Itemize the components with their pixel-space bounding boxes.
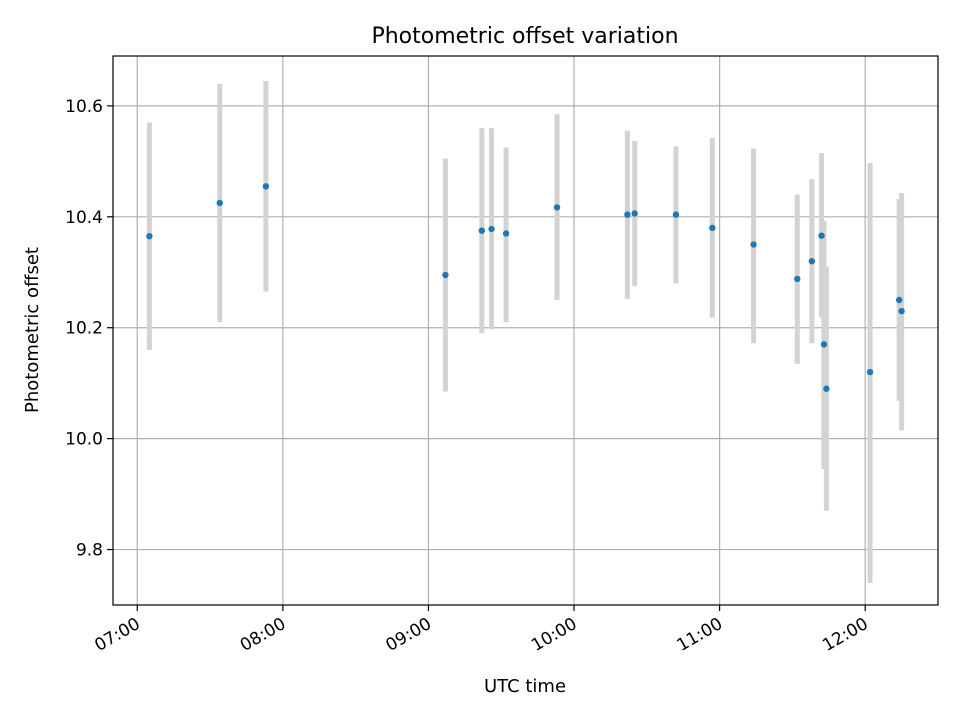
- data-point: [818, 232, 825, 239]
- data-point: [624, 211, 631, 218]
- x-tick-label: 12:00: [819, 614, 871, 656]
- data-point: [442, 271, 449, 279]
- data-point: [488, 225, 495, 233]
- data-point: [672, 211, 680, 218]
- plot-area-frame: [112, 55, 939, 606]
- x-tick-label: 08:00: [237, 614, 289, 656]
- x-axis-ticks: 07:00 08:00 09:00 10:00 11:00 12:00: [91, 605, 872, 656]
- y-tick-label: 10.0: [65, 430, 103, 450]
- data-point: [866, 368, 874, 376]
- data-point: [750, 241, 757, 248]
- data-point: [794, 275, 801, 283]
- data-point: [216, 199, 223, 207]
- data-point: [631, 210, 638, 217]
- y-tick-label: 10.4: [65, 208, 103, 228]
- data-point: [262, 183, 270, 190]
- grid-lines: [113, 56, 938, 605]
- data-point: [502, 230, 510, 237]
- x-tick-label: 07:00: [91, 614, 143, 656]
- data-point: [808, 257, 816, 265]
- data-points: [146, 183, 905, 392]
- y-axis-ticks: 9.8 10.0 10.2 10.4 10.6: [65, 97, 113, 561]
- data-point: [709, 224, 716, 232]
- chart-title: Photometric offset variation: [371, 24, 678, 49]
- data-point: [895, 296, 903, 304]
- y-tick-label: 10.6: [65, 97, 103, 117]
- data-point: [898, 307, 905, 315]
- error-bars: [146, 80, 905, 583]
- x-tick-label: 09:00: [383, 614, 435, 656]
- data-point: [553, 204, 561, 211]
- data-point: [478, 227, 486, 234]
- data-point: [823, 385, 830, 392]
- y-tick-label: 9.8: [76, 541, 103, 561]
- y-axis-label: Photometric offset: [22, 247, 43, 413]
- x-tick-label: 11:00: [674, 614, 726, 656]
- data-point: [146, 233, 153, 240]
- y-tick-label: 10.2: [65, 319, 103, 339]
- x-axis-label: UTC time: [484, 676, 566, 697]
- x-tick-label: 10:00: [528, 614, 580, 656]
- data-point: [820, 341, 828, 348]
